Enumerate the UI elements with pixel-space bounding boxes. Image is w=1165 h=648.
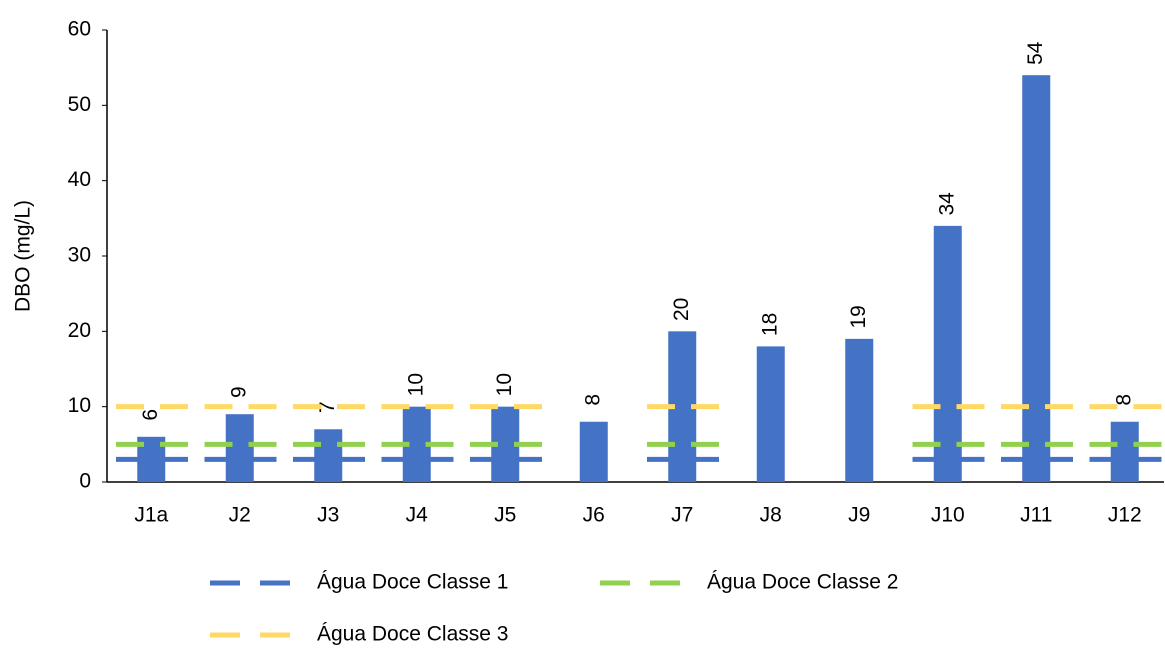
legend-label: Água Doce Classe 3 <box>317 623 508 646</box>
legend-label: Água Doce Classe 2 <box>707 571 898 594</box>
x-tick-label: J6 <box>583 504 605 527</box>
x-tick-label: J12 <box>1108 504 1142 527</box>
x-tick-label: J5 <box>494 504 516 527</box>
data-label: 34 <box>935 192 958 216</box>
bar <box>1110 421 1139 482</box>
x-tick-label: J2 <box>229 504 251 527</box>
y-tick-label: 0 <box>79 470 91 493</box>
data-label: 7 <box>316 401 339 413</box>
y-tick-label: 40 <box>68 168 91 191</box>
data-label: 10 <box>404 373 427 396</box>
x-tick-label: J1a <box>134 504 168 527</box>
y-tick-label: 30 <box>68 244 91 267</box>
data-label: 6 <box>139 409 162 421</box>
bar <box>225 414 254 482</box>
data-label: 18 <box>758 313 781 336</box>
legend-label: Água Doce Classe 1 <box>317 571 508 594</box>
x-tick-label: J7 <box>671 504 693 527</box>
y-tick-label: 50 <box>68 93 91 116</box>
x-tick-label: J3 <box>317 504 339 527</box>
x-tick-label: J4 <box>406 504 429 527</box>
data-label: 54 <box>1024 41 1047 65</box>
x-tick-label: J11 <box>1020 504 1052 527</box>
x-tick-label: J10 <box>931 504 965 527</box>
bar <box>579 421 608 482</box>
y-tick-label: 10 <box>68 394 91 417</box>
data-label: 19 <box>847 305 870 328</box>
bar <box>1022 75 1051 482</box>
bar <box>933 225 962 482</box>
bar <box>314 429 343 482</box>
bar <box>845 338 874 482</box>
y-tick-label: 20 <box>68 319 91 342</box>
data-label: 9 <box>227 386 250 398</box>
bar <box>756 346 785 482</box>
data-label: 20 <box>670 298 693 321</box>
x-tick-label: J9 <box>848 504 870 527</box>
y-axis-label: DBO (mg/L) <box>12 200 35 312</box>
data-label: 10 <box>493 373 516 396</box>
data-label: 8 <box>581 394 604 406</box>
x-tick-label: J8 <box>760 504 782 527</box>
data-label: 8 <box>1112 394 1135 406</box>
y-tick-label: 60 <box>68 18 91 41</box>
